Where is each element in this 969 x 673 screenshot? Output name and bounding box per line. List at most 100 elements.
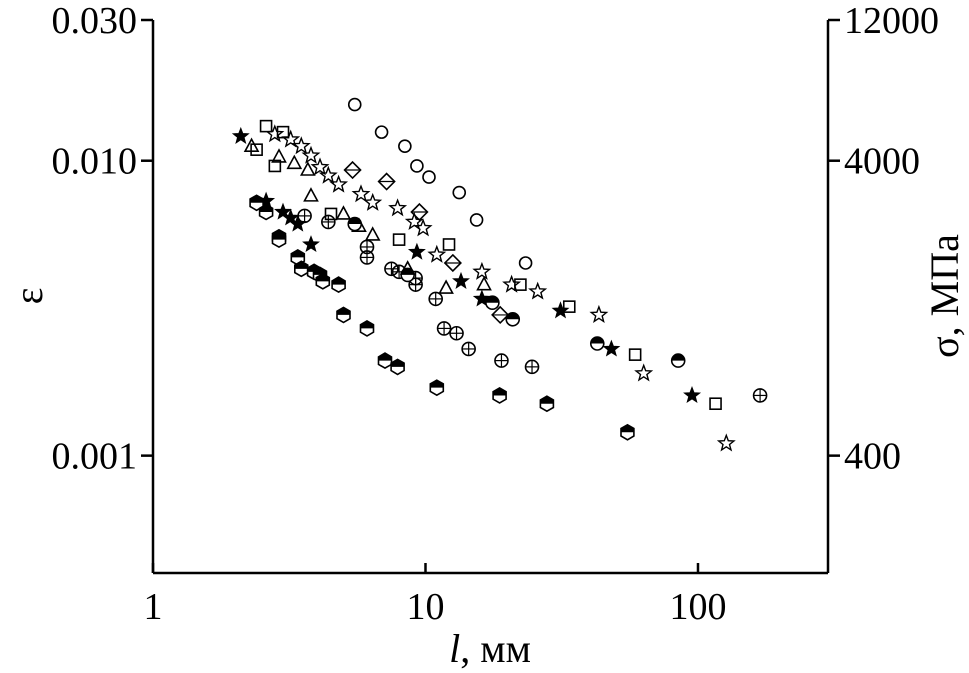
data-point-crossed-circle — [449, 325, 464, 341]
data-point-square — [392, 233, 406, 246]
data-point-circle — [518, 256, 533, 270]
data-point-star-filled — [302, 235, 320, 253]
data-point-diamond — [377, 172, 396, 191]
data-point-star-open — [363, 192, 383, 211]
data-point-triangle — [476, 275, 492, 291]
data-point-diamond — [410, 202, 429, 222]
data-point-crossed-circle — [408, 277, 423, 292]
data-point-half-filled-circle — [589, 336, 605, 351]
data-point-star-open — [528, 281, 548, 300]
data-point-star-open — [301, 145, 321, 164]
data-point-crossed-circle — [297, 208, 312, 224]
data-point-star-open — [427, 244, 447, 263]
data-point-half-filled-hexagon — [336, 306, 351, 324]
data-point-star-open — [351, 184, 371, 203]
data-point-half-filled-hexagon — [271, 231, 287, 249]
data-point-square — [628, 348, 642, 361]
data-point-star-open — [329, 174, 349, 193]
data-point-crossed-circle — [524, 359, 540, 375]
data-point-square — [259, 119, 273, 133]
data-point-square — [709, 397, 722, 411]
data-point-crossed-circle — [752, 388, 768, 403]
x-tick-label: 100 — [669, 586, 726, 628]
data-point-diamond — [491, 305, 510, 325]
y2-tick-label: 400 — [844, 436, 901, 478]
data-point-star-filled — [452, 271, 470, 289]
data-point-star-open — [265, 124, 285, 143]
data-point-star-open — [589, 304, 609, 324]
data-point-star-open — [310, 157, 330, 176]
y-tick-label: 0.030 — [52, 0, 138, 42]
data-point-half-filled-hexagon — [390, 358, 405, 376]
data-point-diamond — [443, 253, 462, 273]
data-point-crossed-circle — [384, 261, 399, 277]
data-point-star-open — [291, 136, 311, 155]
data-point-half-filled-hexagon — [315, 272, 331, 290]
data-point-half-filled-hexagon — [258, 203, 274, 221]
data-point-half-filled-circle — [400, 267, 415, 283]
data-point-half-filled-circle — [485, 295, 500, 311]
data-point-half-filled-hexagon — [492, 386, 507, 404]
data-point-circle — [347, 97, 362, 112]
y2-axis-title: σ, МПа — [922, 234, 967, 358]
data-point-star-open — [502, 274, 522, 293]
data-point-square — [514, 278, 527, 291]
data-point-star-open — [388, 198, 408, 217]
y-tick-label: 0.010 — [52, 141, 138, 183]
data-point-crossed-circle — [494, 353, 509, 368]
data-point-circle — [374, 125, 389, 139]
data-point-star-filled — [472, 289, 491, 307]
data-point-half-filled-circle — [505, 311, 521, 327]
data-point-triangle — [271, 148, 287, 163]
data-point-circle — [398, 139, 412, 153]
data-point-half-filled-circle — [670, 353, 686, 368]
data-point-half-filled-hexagon — [293, 260, 309, 278]
data-point-half-filled-hexagon — [620, 423, 635, 441]
y2-tick-label: 4000 — [844, 141, 920, 183]
x-axis-title-unit: , мм — [460, 626, 531, 671]
data-point-half-filled-hexagon — [331, 276, 346, 294]
data-point-star-open — [413, 218, 433, 237]
data-point-diamond — [343, 160, 362, 180]
data-point-star-open — [472, 261, 492, 280]
data-point-half-filled-hexagon — [377, 352, 393, 370]
data-points — [231, 97, 768, 452]
data-point-triangle — [364, 226, 381, 241]
data-point-star-filled — [683, 385, 702, 404]
data-point-star-open — [634, 363, 654, 382]
data-point-crossed-circle — [428, 291, 443, 307]
data-point-circle — [452, 185, 467, 200]
data-point-square — [250, 143, 263, 156]
data-point-triangle — [438, 279, 454, 294]
data-point-star-filled — [407, 242, 426, 260]
x-tick-label: 1 — [144, 586, 163, 628]
data-point-square — [268, 159, 282, 173]
data-point-triangle — [299, 161, 316, 176]
data-point-star-filled — [602, 339, 621, 357]
data-point-crossed-circle — [436, 321, 452, 336]
data-point-square — [442, 238, 456, 251]
data-point-star-filled — [288, 214, 307, 232]
data-point-square — [562, 300, 576, 313]
data-point-triangle — [286, 154, 303, 170]
x-axis-title-italic: l — [449, 626, 460, 671]
data-point-star-filled — [231, 126, 250, 144]
data-point-half-filled-hexagon — [539, 395, 555, 413]
data-point-triangle — [243, 137, 260, 152]
x-tick-label: 10 — [406, 586, 444, 628]
y-tick-label: 0.001 — [52, 436, 138, 478]
data-point-circle — [410, 159, 424, 173]
data-point-half-filled-hexagon — [249, 194, 264, 212]
data-point-half-filled-circle — [347, 216, 363, 232]
data-point-star-open — [281, 129, 301, 148]
data-point-crossed-circle — [461, 341, 476, 357]
data-point-square — [324, 207, 338, 221]
axis-ticks: 1 10 100 0.030 0.010 0.001 12000 4000 400 — [52, 0, 940, 628]
data-point-circle — [422, 170, 436, 184]
y2-tick-label: 12000 — [844, 0, 939, 42]
data-point-triangle — [335, 205, 352, 220]
data-point-star-open — [318, 165, 338, 184]
data-point-crossed-circle — [359, 250, 375, 265]
x-axis-title: l, мм — [449, 626, 531, 671]
